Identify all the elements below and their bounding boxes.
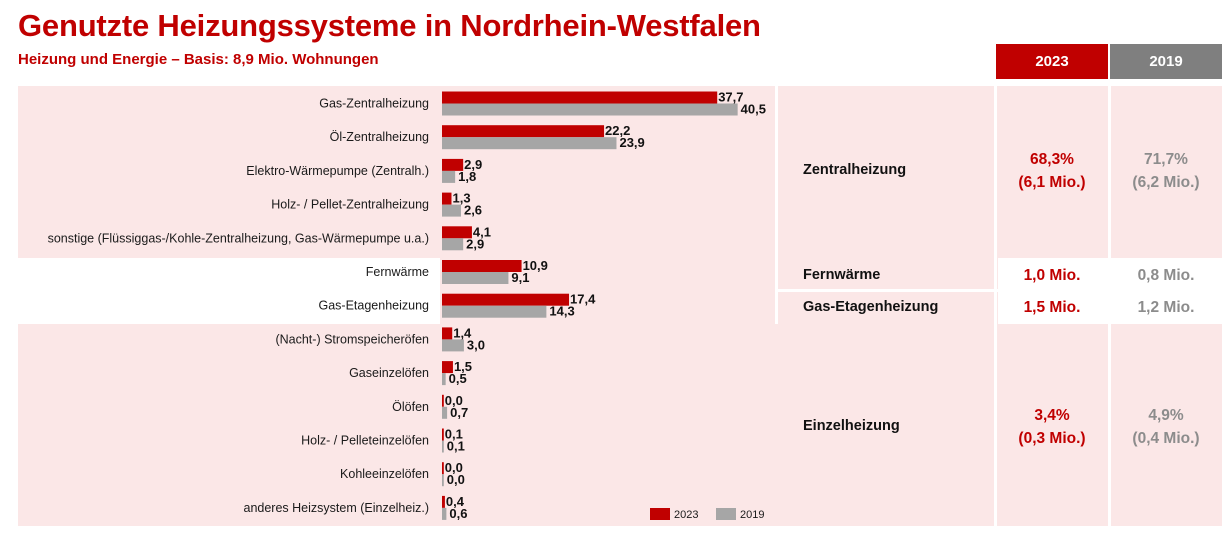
category-label: Fernwärme bbox=[366, 265, 429, 279]
fernwaerme-2019: 0,8 Mio. bbox=[1137, 267, 1195, 284]
legend-swatch-2023 bbox=[650, 508, 670, 520]
bar-2019 bbox=[442, 238, 464, 251]
page-subtitle: Heizung und Energie – Basis: 8,9 Mio. Wo… bbox=[18, 51, 379, 68]
bar-2023 bbox=[442, 327, 453, 340]
legend-swatch-2019 bbox=[716, 508, 736, 520]
data-label-2023: 4,1 bbox=[473, 224, 491, 239]
einzelheizung-2019-pct: 4,9% bbox=[1148, 407, 1184, 424]
bar-2019 bbox=[442, 440, 444, 453]
bar-2023 bbox=[442, 91, 718, 104]
page-title: Genutzte Heizungssysteme in Nordrhein-We… bbox=[18, 8, 761, 43]
category-label: Holz- / Pellet-Zentralheizung bbox=[271, 198, 429, 212]
data-label-2019: 3,0 bbox=[467, 337, 485, 352]
category-label: Elektro-Wärmepumpe (Zentralh.) bbox=[246, 164, 429, 178]
bar-2023 bbox=[442, 192, 452, 205]
einzelheizung-2019-abs: (0,4 Mio.) bbox=[1132, 430, 1200, 447]
data-label-2019: 0,7 bbox=[450, 405, 468, 420]
data-label-2019: 0,6 bbox=[449, 506, 467, 521]
zentralheizung-2019-abs: (6,2 Mio.) bbox=[1132, 174, 1200, 191]
bar-2019 bbox=[442, 170, 456, 183]
data-label-2019: 40,5 bbox=[741, 102, 766, 117]
category-label: sonstige (Flüssiggas-/Kohle-Zentralheizu… bbox=[48, 231, 429, 245]
data-label-2019: 1,8 bbox=[458, 169, 476, 184]
group-label-zentralheizung: Zentralheizung bbox=[803, 162, 907, 178]
data-label-2019: 14,3 bbox=[549, 304, 574, 319]
bar-2023 bbox=[442, 394, 444, 407]
zentralheizung-2019-pct: 71,7% bbox=[1144, 151, 1188, 168]
data-label-2023: 1,3 bbox=[452, 191, 470, 206]
bar-2019 bbox=[442, 373, 446, 386]
category-label: anderes Heizsystem (Einzelheiz.) bbox=[244, 501, 430, 515]
bar-2019 bbox=[442, 339, 464, 352]
bar-2019 bbox=[442, 507, 447, 520]
bar-2023 bbox=[442, 495, 445, 508]
legend-label-2023: 2023 bbox=[674, 509, 698, 521]
einzelheizung-2019: 4,9% (0,4 Mio.) bbox=[1110, 404, 1222, 450]
data-label-2019: 0,1 bbox=[447, 439, 465, 454]
data-label-2023: 1,5 bbox=[454, 359, 472, 374]
group-label-einzelheizung: Einzelheizung bbox=[803, 418, 900, 434]
band-einzelheizung bbox=[18, 324, 1222, 526]
category-label: Ölöfen bbox=[392, 400, 429, 414]
bar-2023 bbox=[442, 428, 444, 441]
bar-2023 bbox=[442, 226, 472, 239]
bar-2023 bbox=[442, 361, 453, 374]
data-label-2019: 23,9 bbox=[619, 135, 644, 150]
einzelheizung-2023-abs: (0,3 Mio.) bbox=[1018, 430, 1086, 447]
data-label-2023: 0,1 bbox=[445, 427, 463, 442]
group-label-fernwaerme: Fernwärme bbox=[803, 267, 881, 283]
data-label-2023: 0,0 bbox=[445, 393, 463, 408]
bar-2023 bbox=[442, 293, 570, 306]
divider-summary-row bbox=[778, 289, 1222, 292]
data-label-2023: 22,2 bbox=[605, 123, 630, 138]
legend-label-2019: 2019 bbox=[740, 509, 764, 521]
category-label: Kohleeinzelöfen bbox=[340, 467, 429, 481]
data-label-2023: 0,4 bbox=[446, 494, 465, 509]
band-divider-left bbox=[775, 86, 778, 526]
data-label-2023: 0,0 bbox=[445, 460, 463, 475]
fernwaerme-2023: 1,0 Mio. bbox=[1023, 267, 1081, 284]
zentralheizung-2023: 68,3% (6,1 Mio.) bbox=[996, 148, 1108, 194]
year-header-2023: 2023 bbox=[996, 44, 1108, 79]
zentralheizung-2023-abs: (6,1 Mio.) bbox=[1018, 174, 1086, 191]
data-label-2019: 9,1 bbox=[511, 270, 529, 285]
bar-2023 bbox=[442, 260, 522, 272]
bar-2019 bbox=[442, 305, 547, 318]
data-label-2023: 10,9 bbox=[523, 258, 548, 273]
category-label: Gas-Zentralheizung bbox=[319, 97, 429, 111]
einzelheizung-2023: 3,4% (0,3 Mio.) bbox=[996, 404, 1108, 450]
zentralheizung-2023-pct: 68,3% bbox=[1030, 151, 1074, 168]
data-label-2019: 2,9 bbox=[466, 236, 484, 251]
group-label-gas-etagenheizung: Gas-Etagenheizung bbox=[803, 299, 939, 315]
einzelheizung-2023-pct: 3,4% bbox=[1034, 407, 1070, 424]
bar-2019 bbox=[442, 137, 617, 150]
bar-2019 bbox=[442, 272, 509, 284]
bar-2019 bbox=[442, 204, 461, 217]
data-label-2023: 37,7 bbox=[718, 90, 743, 105]
data-label-2023: 17,4 bbox=[570, 292, 596, 307]
data-label-2023: 2,9 bbox=[464, 157, 482, 172]
data-label-2023: 1,4 bbox=[453, 325, 472, 340]
divider-summary-col1 bbox=[994, 86, 997, 526]
data-label-2019: 0,5 bbox=[449, 371, 467, 386]
gas-etagenheizung-2023: 1,5 Mio. bbox=[1023, 299, 1081, 316]
year-header-2019: 2019 bbox=[1110, 44, 1222, 79]
data-label-2019: 0,0 bbox=[447, 472, 465, 487]
data-label-2019: 2,6 bbox=[464, 203, 482, 218]
bar-2019 bbox=[442, 103, 738, 116]
bar-2023 bbox=[442, 158, 464, 171]
bar-2019 bbox=[442, 406, 448, 419]
category-label: Gaseinzelöfen bbox=[349, 366, 429, 380]
bar-2023 bbox=[442, 125, 605, 138]
zentralheizung-2019: 71,7% (6,2 Mio.) bbox=[1110, 148, 1222, 194]
divider-summary-col2 bbox=[1108, 86, 1111, 526]
category-label: Holz- / Pelleteinzelöfen bbox=[301, 434, 429, 448]
category-label: Gas-Etagenheizung bbox=[319, 299, 430, 313]
bar-2019 bbox=[442, 474, 444, 487]
gas-etagenheizung-2019: 1,2 Mio. bbox=[1137, 299, 1195, 316]
bar-2023 bbox=[442, 462, 444, 475]
category-label: (Nacht-) Stromspeicheröfen bbox=[275, 332, 429, 346]
category-label: Öl-Zentralheizung bbox=[330, 130, 429, 144]
